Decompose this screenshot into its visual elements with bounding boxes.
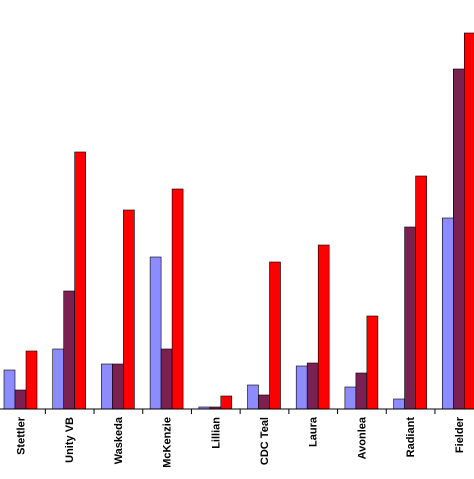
bar-avonlea-series-2 xyxy=(355,372,368,410)
x-tick-label: Unity VB xyxy=(64,417,76,463)
bar-laura-series-3 xyxy=(317,244,330,410)
bar-fielder-series-1 xyxy=(441,217,454,410)
bar-waskeda-series-1 xyxy=(101,363,113,410)
x-tick-label: Fielder xyxy=(454,416,466,453)
bar-mckenzie-series-1 xyxy=(149,256,162,410)
x-tick-label: McKenzie xyxy=(162,417,174,468)
bar-laura-series-2 xyxy=(306,362,319,410)
bar-cdc-teal-series-2 xyxy=(258,394,270,410)
bar-radiant-series-2 xyxy=(404,226,416,410)
bar-stettler-series-2 xyxy=(14,389,27,410)
bars-layer xyxy=(3,32,474,410)
bar-cdc-teal-series-1 xyxy=(247,384,259,410)
x-tick-label: Laura xyxy=(308,416,320,447)
x-tick-label: Radiant xyxy=(405,417,417,458)
bar-waskeda-series-3 xyxy=(123,209,135,410)
bar-cdc-teal-series-3 xyxy=(269,261,281,410)
bar-stettler-series-1 xyxy=(3,369,16,410)
bar-fielder-series-3 xyxy=(463,32,474,410)
x-tick-label: CDC Teal xyxy=(259,417,271,465)
bar-waskeda-series-2 xyxy=(112,363,124,410)
bar-mckenzie-series-3 xyxy=(171,188,184,410)
x-axis xyxy=(0,408,474,414)
bar-stettler-series-3 xyxy=(25,350,38,410)
bar-lillian-series-3 xyxy=(220,395,233,410)
x-tick-label: Stettler xyxy=(16,416,28,455)
bar-unity-vb-series-2 xyxy=(63,290,76,410)
bar-mckenzie-series-2 xyxy=(160,348,173,410)
x-tick-label: Avonlea xyxy=(356,416,368,459)
bar-avonlea-series-1 xyxy=(344,386,357,410)
bar-laura-series-1 xyxy=(295,365,308,410)
bar-radiant-series-3 xyxy=(415,175,427,410)
x-tick-label: Waskeda xyxy=(113,416,125,464)
bar-fielder-series-2 xyxy=(452,68,465,410)
x-tick-labels: Stettler Unity VB Waskeda McKenzie Lillian CD… xyxy=(16,416,466,468)
bar-radiant-series-1 xyxy=(393,398,405,410)
bar-avonlea-series-3 xyxy=(366,315,379,410)
bar-unity-vb-series-3 xyxy=(74,151,86,410)
x-tick-label: Lillian xyxy=(210,417,222,449)
bar-unity-vb-series-1 xyxy=(52,348,65,410)
